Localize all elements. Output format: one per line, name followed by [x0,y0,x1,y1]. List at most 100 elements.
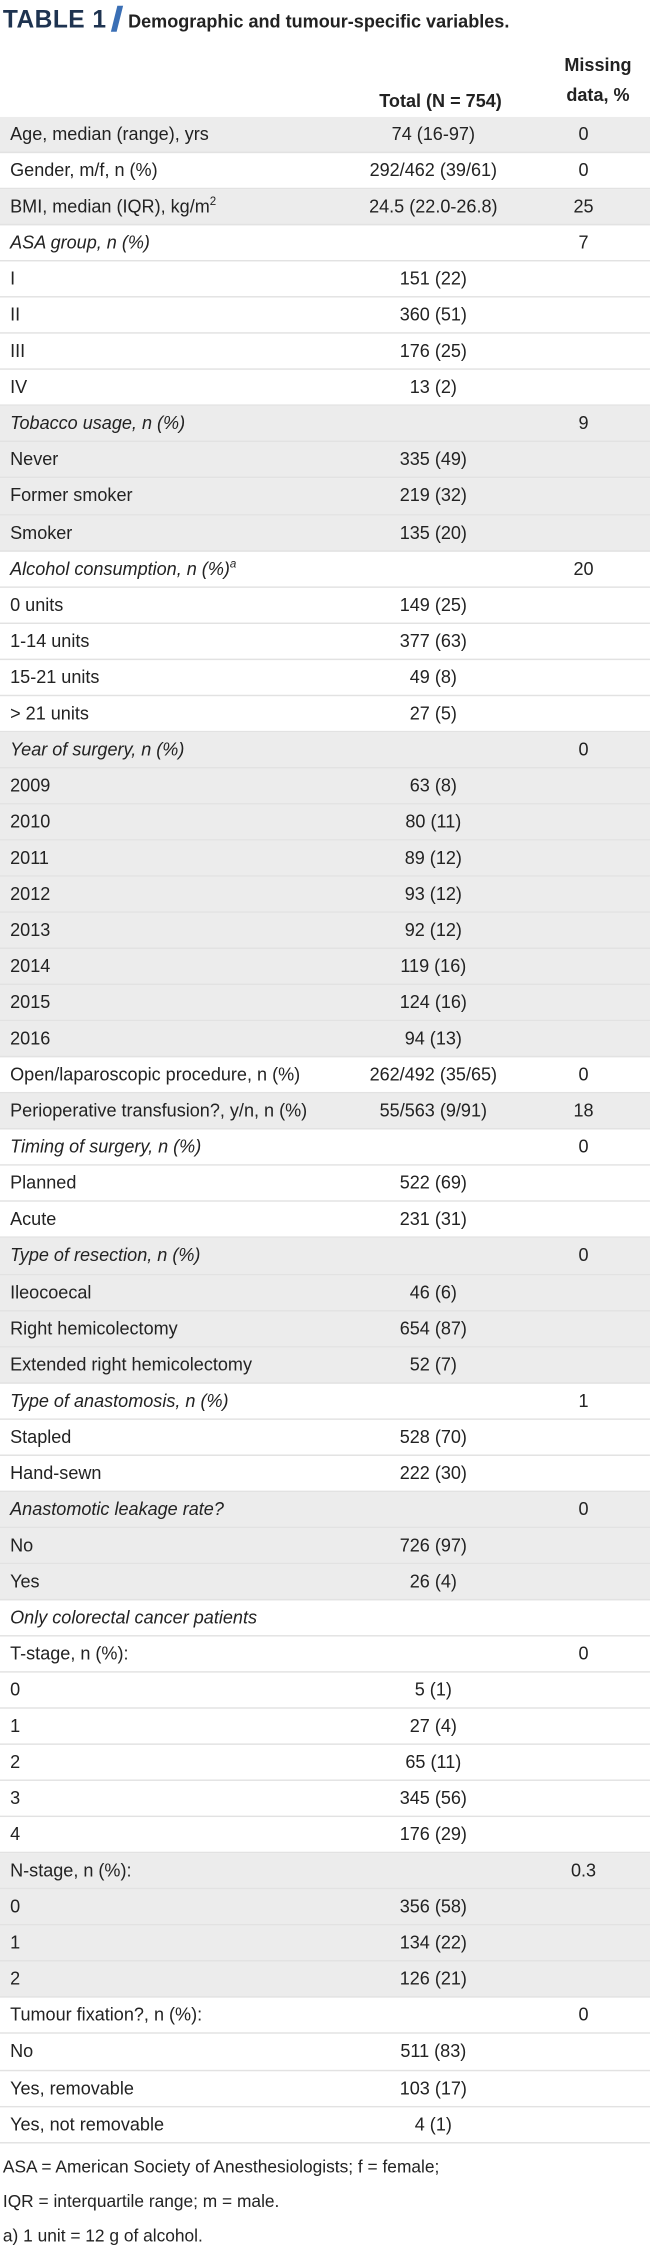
total-cell: 176 (29) [399,1824,467,1845]
row-label: 15-21 units [10,660,99,696]
row-label: Year of surgery, n (%) [10,732,184,768]
row-label-text: Open/laparoscopic procedure, n (%) [10,1064,301,1086]
row-label: Perioperative transfusion?, y/n, n (%) [10,1094,307,1130]
row-label-text: > 21 units [10,703,89,724]
row-label: N-stage, n (%): [10,1854,131,1890]
row-label-text: Yes [10,1571,40,1592]
row-label: 2016 [10,1021,50,1057]
row-label: Gender, m/f, n (%) [10,153,158,189]
table-header: Total (N = 754) Missing data, % [0,46,650,119]
row-label-text: 2011 [10,847,49,868]
row-label: Yes [10,1564,39,1600]
table-row: N-stage, n (%): 0.3 [0,1853,650,1890]
total-cell: 345 (56) [399,1788,467,1809]
total-cell: 65 (11) [405,1752,462,1773]
total-cell: 27 (5) [409,703,457,724]
table-row: 2014 119 (16) [0,949,650,986]
row-label-text: 2014 [10,956,51,977]
row-label-text: Yes, removable [10,2077,134,2099]
footnote: IQR = interquartile range; m = male. [2,2191,280,2212]
row-label-text: 2 [10,1969,21,1990]
table-row: I 151 (22) [0,262,650,298]
row-label: 1-14 units [10,623,89,659]
table-row: IV 13 (2) [0,370,650,407]
total-cell: 24.5 (22.0-26.8) [369,196,498,217]
row-label-text: Extended right hemicolectomy [10,1354,252,1375]
row-label: IV [10,370,27,406]
row-label-text: I [10,268,16,290]
total-cell: 74 (16-97) [391,124,475,145]
table-row: 2013 92 (12) [0,912,650,950]
row-label-text: 2015 [10,992,51,1013]
table-row: 0 units 149 (25) [0,587,650,624]
table-row: 2 126 (21) [0,1962,650,1999]
row-label-text: Tobacco usage, n (%) [10,413,186,434]
missing-cell: 18 [573,1101,594,1122]
missing-cell: 1 [578,1390,589,1411]
table-row: Open/laparoscopic procedure, n (%) 262/49… [0,1058,650,1094]
table-row: T-stage, n (%): 0 [0,1636,650,1673]
row-label: Tobacco usage, n (%) [10,406,185,442]
total-cell: 360 (51) [399,305,467,326]
table-row: Age, median (range), yrs 74 (16-97) 0 [0,116,650,154]
row-label: 2014 [10,949,50,985]
row-label-text: 15-21 units [10,666,100,688]
row-label-text: IV [10,377,28,398]
missing-cell: 20 [573,558,594,579]
table-row: Year of surgery, n (%) 0 [0,732,650,769]
total-cell: 176 (25) [399,341,467,362]
row-label-text: Timing of surgery, n (%) [10,1137,202,1158]
row-label: 1 [10,1926,20,1962]
missing-cell: 25 [573,196,594,217]
table-row: Tumour fixation?, n (%): 0 [0,1998,650,2035]
table-row: III 176 (25) [0,334,650,371]
row-label: Acute [10,1202,56,1238]
total-cell: 511 (83) [400,2041,467,2062]
row-label-text: 2012 [10,883,51,905]
table-row: Timing of surgery, n (%) 0 [0,1130,650,1167]
row-label-text: III [10,341,26,362]
table-body: Age, median (range), yrs 74 (16-97) 0 Gende… [0,116,650,2143]
row-label: Ileocoecal [10,1275,91,1311]
row-label-text: Right hemicolectomy [10,1318,178,1339]
missing-cell: 0.3 [570,1860,597,1881]
row-label-text: 0 units [10,594,64,615]
row-label: 0 [10,1890,20,1926]
missing-cell: 7 [578,232,589,253]
row-label: II [10,298,20,334]
row-label-text: No [10,1535,34,1556]
table-row: Yes, not removable 4 (1) [0,2107,650,2143]
total-cell: 726 (97) [399,1535,467,1556]
row-label-text: 4 [10,1824,21,1845]
table-row: 2011 89 (12) [0,840,650,877]
column-header: Total (N = 754) [379,90,502,112]
row-label-text: II [10,305,21,326]
row-label: 0 [10,1673,20,1709]
missing-cell: 0 [578,1064,589,1086]
row-label: 4 [10,1817,20,1853]
total-cell: 13 (2) [409,377,457,398]
row-label: Age, median (range), yrs [10,117,209,153]
row-label-text: 1 [10,1933,21,1954]
row-label: 2 [10,1962,20,1998]
row-label: Stapled [10,1419,71,1455]
total-cell: 46 (6) [409,1281,457,1303]
row-label: 3 [10,1781,20,1817]
total-cell: 27 (4) [409,1716,457,1737]
row-label-text: Gender, m/f, n (%) [10,160,158,181]
total-cell: 231 (31) [399,1209,467,1230]
row-label-text: Only colorectal cancer patients [10,1607,257,1628]
table-row: 2009 63 (8) [0,768,650,805]
row-label: 2 [10,1745,20,1781]
row-label: III [10,334,25,370]
row-label-text: Hand-sewn [10,1462,102,1484]
missing-cell: 0 [578,124,589,145]
missing-cell: 0 [578,1137,589,1158]
row-label: Yes, not removable [10,2107,164,2143]
row-label-text: 2010 [10,811,51,832]
total-cell: 94 (13) [404,1028,462,1049]
row-label-text: Smoker [10,522,73,543]
row-label-text: Planned [10,1173,77,1194]
row-label-text: Tumour fixation?, n (%): [10,2005,203,2026]
table-title: TABLE 1 Demographic and tumour-specific v… [3,5,509,35]
